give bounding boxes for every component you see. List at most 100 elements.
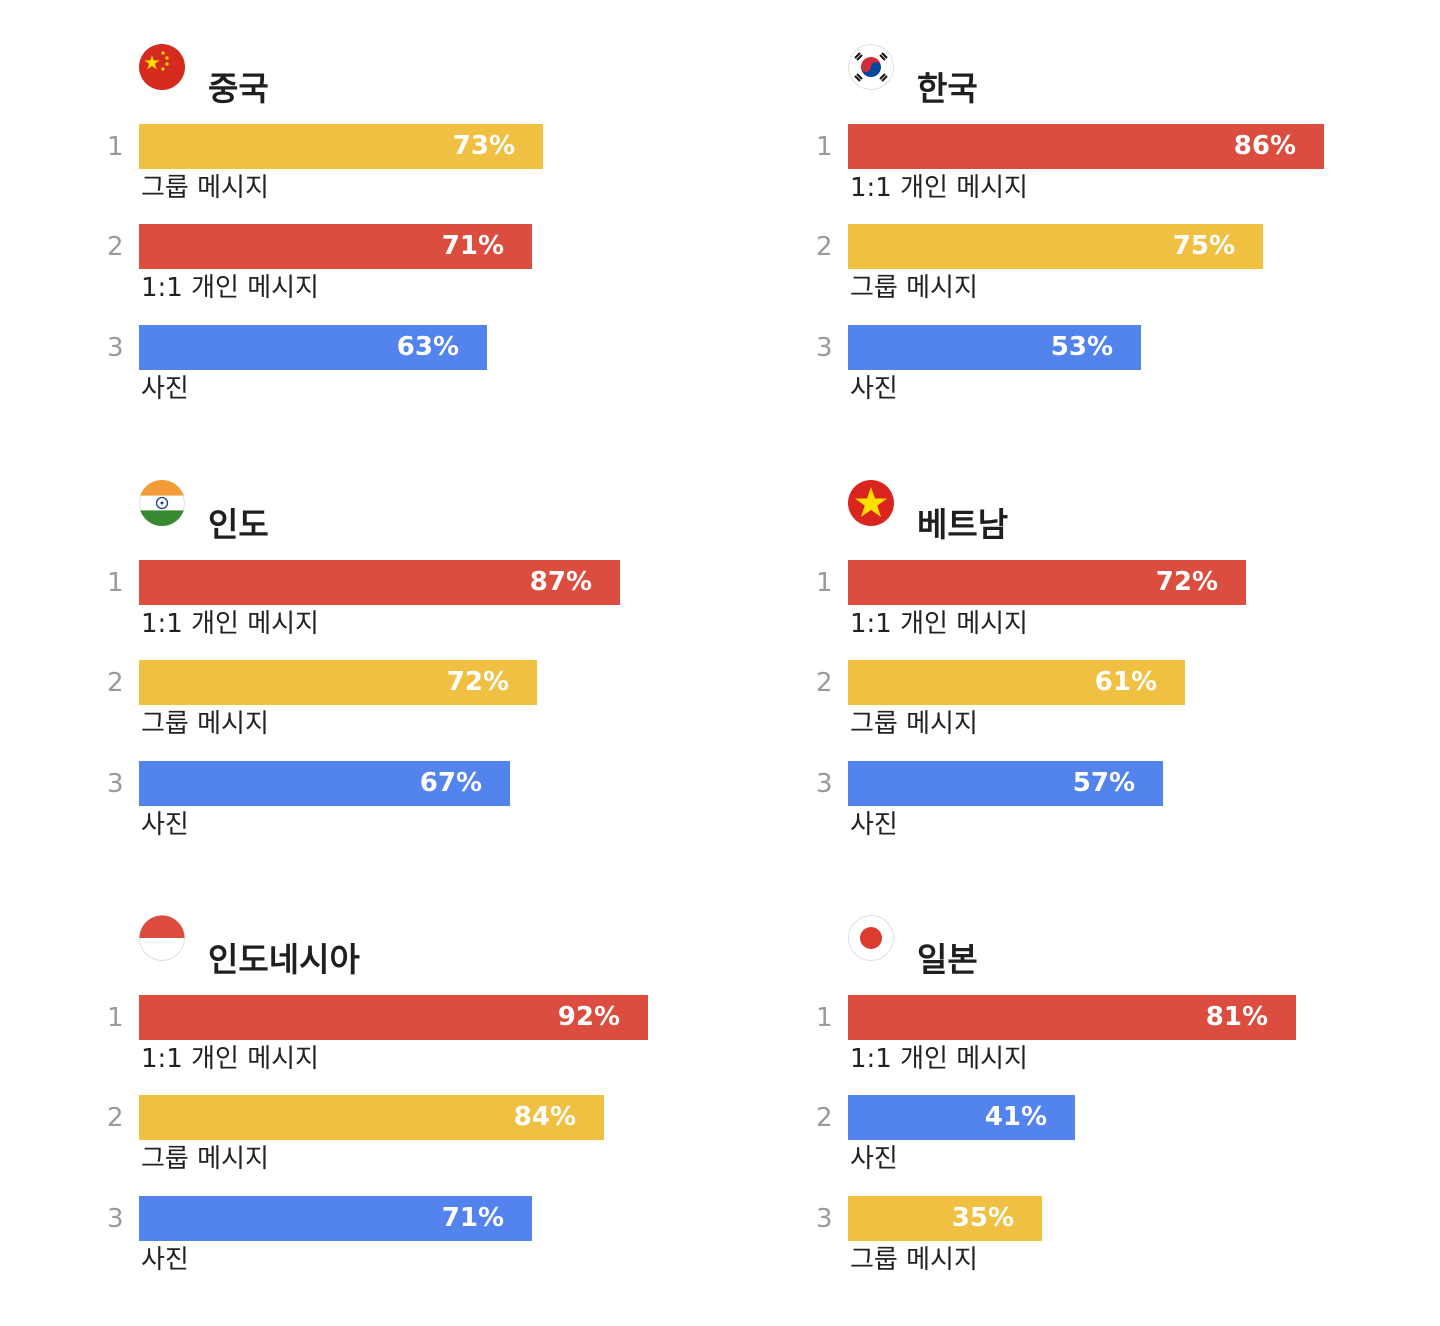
- country-panel: 한국 1 86% 1:1 개인 메시지 2 75% 그룹 메시지 3 53% 사진: [816, 22, 1440, 422]
- rank-number: 1: [816, 568, 833, 598]
- bar: 57%: [848, 761, 1163, 806]
- category-label: 그룹 메시지: [850, 709, 978, 739]
- bar-row: 3 35% 그룹 메시지: [816, 1196, 1440, 1286]
- bar-value-label: 87%: [529, 567, 592, 597]
- bar-value-label: 53%: [1050, 332, 1113, 362]
- rank-number: 2: [816, 232, 833, 262]
- bar-value-label: 75%: [1172, 231, 1235, 261]
- category-label: 1:1 개인 메시지: [141, 1044, 319, 1074]
- category-label: 1:1 개인 메시지: [141, 609, 319, 639]
- country-panel: 일본 1 81% 1:1 개인 메시지 2 41% 사진 3 35% 그룹 메시지: [816, 893, 1440, 1293]
- bar: 71%: [139, 224, 532, 269]
- category-label: 사진: [850, 810, 898, 840]
- country-name: 인도네시아: [208, 940, 360, 979]
- bar-row: 3 57% 사진: [816, 761, 1440, 851]
- rank-number: 3: [816, 769, 833, 799]
- bar-value-label: 63%: [396, 332, 459, 362]
- category-label: 1:1 개인 메시지: [850, 1044, 1028, 1074]
- bar-row: 3 67% 사진: [107, 761, 747, 851]
- bar-row: 1 72% 1:1 개인 메시지: [816, 560, 1440, 650]
- bar-value-label: 41%: [984, 1102, 1047, 1132]
- rank-number: 3: [107, 769, 124, 799]
- bar-row: 1 87% 1:1 개인 메시지: [107, 560, 747, 650]
- rank-number: 3: [107, 1204, 124, 1234]
- category-label: 그룹 메시지: [141, 1144, 269, 1174]
- bar: 61%: [848, 660, 1185, 705]
- bar: 67%: [139, 761, 510, 806]
- bar: 75%: [848, 224, 1263, 269]
- bar-row: 2 71% 1:1 개인 메시지: [107, 224, 747, 314]
- bar-value-label: 72%: [446, 667, 509, 697]
- bar-row: 3 63% 사진: [107, 325, 747, 415]
- rank-number: 1: [107, 1003, 124, 1033]
- country-panel: 중국 1 73% 그룹 메시지 2 71% 1:1 개인 메시지 3 63% 사진: [107, 22, 747, 422]
- category-label: 그룹 메시지: [141, 173, 269, 203]
- rank-number: 1: [816, 132, 833, 162]
- bar-value-label: 71%: [441, 231, 504, 261]
- category-label: 그룹 메시지: [850, 273, 978, 303]
- bar: 86%: [848, 124, 1324, 169]
- vietnam-flag-icon: [848, 480, 894, 526]
- country-name: 중국: [208, 69, 269, 108]
- bar: 63%: [139, 325, 487, 370]
- bar: 53%: [848, 325, 1141, 370]
- bar: 41%: [848, 1095, 1075, 1140]
- rank-number: 1: [107, 132, 124, 162]
- bar-value-label: 72%: [1155, 567, 1218, 597]
- bar-row: 2 61% 그룹 메시지: [816, 660, 1440, 750]
- bar-row: 2 72% 그룹 메시지: [107, 660, 747, 750]
- bar-row: 3 53% 사진: [816, 325, 1440, 415]
- category-label: 그룹 메시지: [141, 709, 269, 739]
- rank-number: 1: [816, 1003, 833, 1033]
- bar-value-label: 57%: [1072, 768, 1135, 798]
- rank-number: 2: [816, 668, 833, 698]
- bar-row: 2 75% 그룹 메시지: [816, 224, 1440, 314]
- country-panel: 베트남 1 72% 1:1 개인 메시지 2 61% 그룹 메시지 3 57% 사진: [816, 458, 1440, 858]
- korea-flag-icon: [848, 44, 894, 90]
- indonesia-flag-icon: [139, 915, 185, 961]
- rank-number: 2: [816, 1103, 833, 1133]
- bar-value-label: 92%: [557, 1002, 620, 1032]
- category-label: 1:1 개인 메시지: [141, 273, 319, 303]
- bar-row: 1 92% 1:1 개인 메시지: [107, 995, 747, 1085]
- bar-row: 1 73% 그룹 메시지: [107, 124, 747, 214]
- country-name: 한국: [917, 69, 978, 108]
- bar-value-label: 73%: [452, 131, 515, 161]
- rank-number: 2: [107, 232, 124, 262]
- bar-row: 2 41% 사진: [816, 1095, 1440, 1185]
- bar-value-label: 61%: [1094, 667, 1157, 697]
- category-label: 그룹 메시지: [850, 1245, 978, 1275]
- category-label: 사진: [850, 374, 898, 404]
- bar: 72%: [139, 660, 537, 705]
- bar: 71%: [139, 1196, 532, 1241]
- bar: 84%: [139, 1095, 604, 1140]
- bar-row: 2 84% 그룹 메시지: [107, 1095, 747, 1185]
- rank-number: 2: [107, 1103, 124, 1133]
- bar-value-label: 81%: [1205, 1002, 1268, 1032]
- country-panel: 인도 1 87% 1:1 개인 메시지 2 72% 그룹 메시지 3 67% 사진: [107, 458, 747, 858]
- country-name: 베트남: [917, 505, 1009, 544]
- bar: 87%: [139, 560, 620, 605]
- rank-number: 2: [107, 668, 124, 698]
- bar-value-label: 67%: [419, 768, 482, 798]
- china-flag-icon: [139, 44, 185, 90]
- bar-row: 1 81% 1:1 개인 메시지: [816, 995, 1440, 1085]
- country-name: 인도: [208, 505, 269, 544]
- bar-row: 1 86% 1:1 개인 메시지: [816, 124, 1440, 214]
- bar: 92%: [139, 995, 648, 1040]
- bar-row: 3 71% 사진: [107, 1196, 747, 1286]
- category-label: 1:1 개인 메시지: [850, 173, 1028, 203]
- bar: 81%: [848, 995, 1296, 1040]
- category-label: 사진: [850, 1144, 898, 1174]
- category-label: 사진: [141, 1245, 189, 1275]
- country-panel: 인도네시아 1 92% 1:1 개인 메시지 2 84% 그룹 메시지 3 71% 사진: [107, 893, 747, 1293]
- country-name: 일본: [917, 940, 978, 979]
- rank-number: 3: [816, 333, 833, 363]
- bar: 72%: [848, 560, 1246, 605]
- category-label: 사진: [141, 810, 189, 840]
- category-label: 사진: [141, 374, 189, 404]
- japan-flag-icon: [848, 915, 894, 961]
- rank-number: 3: [816, 1204, 833, 1234]
- bar-value-label: 84%: [513, 1102, 576, 1132]
- india-flag-icon: [139, 480, 185, 526]
